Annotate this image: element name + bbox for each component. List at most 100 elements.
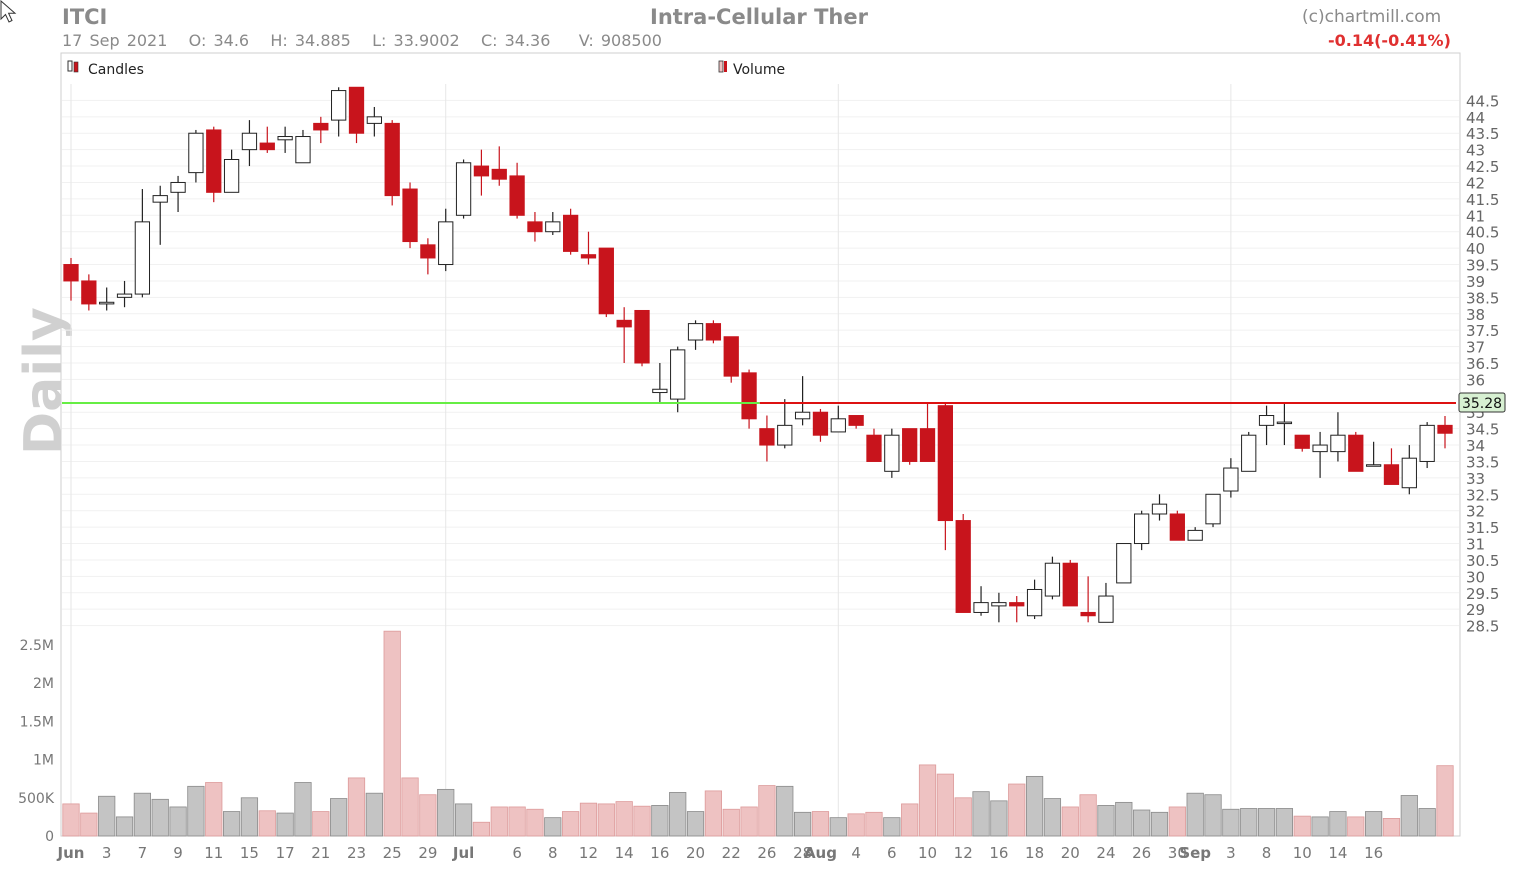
candle-body (1258, 415, 1275, 426)
candle (1276, 402, 1293, 446)
candle (1419, 422, 1435, 469)
volume-tick-label: 2M (33, 676, 54, 692)
candle-body (402, 188, 418, 243)
candle-body (919, 428, 936, 462)
candle-body (277, 136, 293, 141)
candle-body (777, 424, 793, 446)
volume-bar (526, 808, 544, 837)
volume-bar (562, 811, 580, 837)
price-tick-label: 37 (1466, 339, 1485, 357)
date-tick-label: 16 (989, 844, 1008, 862)
candle-body (670, 349, 686, 400)
candle-body (902, 428, 918, 462)
date-tick-label: Aug (804, 844, 837, 862)
candle-body (241, 132, 258, 151)
volume-bar (883, 817, 901, 837)
price-tick-label: 38.5 (1466, 289, 1499, 307)
date-tick-label: 10 (1293, 844, 1312, 862)
volume-tick-label: 0 (45, 829, 54, 845)
candle (1205, 493, 1221, 528)
volume-bar (1222, 808, 1240, 837)
candle-body (1098, 595, 1114, 623)
candle-body (1187, 529, 1203, 541)
candle-body (830, 418, 846, 433)
volume-bar (133, 792, 151, 837)
candle-body (438, 221, 454, 266)
volume-bar (615, 801, 633, 837)
candle-body (152, 195, 168, 203)
date-tick-label: 18 (1025, 844, 1044, 862)
price-tick-label: 28.5 (1466, 618, 1499, 636)
volume-bar (80, 812, 98, 837)
volume-bar (294, 782, 312, 837)
candle (63, 257, 79, 301)
date-tick-label: 15 (240, 844, 259, 862)
candle-body (116, 293, 133, 298)
candle (81, 274, 97, 311)
candle-body (63, 264, 79, 282)
candle-body (1223, 467, 1239, 492)
candle-body (634, 309, 650, 364)
candle-body (491, 168, 507, 180)
price-tick-label: 30 (1466, 568, 1485, 586)
candle (99, 287, 115, 311)
candle-body (545, 221, 561, 233)
candle-body (509, 175, 525, 216)
volume-bar (205, 782, 223, 837)
date-tick-label: 3 (102, 844, 112, 862)
date-tick-label: 8 (1262, 844, 1272, 862)
candle (134, 189, 151, 298)
candle-body (759, 428, 775, 446)
candle-body (884, 434, 900, 472)
date-tick-label: 16 (1364, 844, 1383, 862)
candle-body (794, 411, 811, 420)
candle (259, 126, 275, 153)
quote-volume: V: 908500 (578, 31, 662, 50)
grid-lines (62, 84, 1459, 836)
candle (1365, 441, 1382, 467)
date-tick-label: 28 (793, 844, 812, 862)
candle-body (1437, 424, 1453, 434)
volume-bar (1043, 798, 1062, 837)
candle (1134, 510, 1150, 551)
candle-body (705, 323, 722, 341)
volume-bar (62, 803, 80, 837)
date-tick-label: 30 (1168, 844, 1187, 862)
volume-bar (990, 800, 1008, 837)
candle-body (848, 415, 864, 426)
date-tick-label: 29 (418, 844, 437, 862)
price-tick-label: 43.5 (1466, 125, 1499, 143)
candle-body (259, 142, 275, 151)
date-axis: Jun 3 7 9 11 15 17 21 23 25 29 Jul 6 8 12 14 16 20 22 26 28A… (57, 844, 1384, 862)
candle (670, 346, 686, 413)
volume-bar (847, 813, 865, 837)
date-tick-label: 21 (311, 844, 330, 862)
candle-body (313, 122, 329, 131)
volume-tick-label: 500K (18, 791, 55, 807)
volume-bar (811, 811, 830, 837)
candle (420, 238, 436, 275)
candle-body (991, 602, 1007, 607)
candle (1348, 431, 1364, 472)
candle-body (1330, 434, 1346, 453)
volume-bar (1204, 794, 1222, 837)
price-tick-label: 44.5 (1466, 92, 1499, 110)
candle (1330, 412, 1346, 462)
candle-body (1062, 562, 1078, 607)
candle (1009, 596, 1025, 623)
candle-body (81, 280, 97, 305)
volume-bar (918, 764, 937, 837)
date-tick-label: 12 (579, 844, 598, 862)
date-tick-label: Jun (57, 844, 85, 862)
candle (1187, 527, 1203, 541)
volume-tick-label: 2.5M (20, 638, 54, 654)
volume-bar (330, 798, 348, 837)
volume-bar (115, 816, 134, 837)
volume-bar (383, 630, 401, 837)
candle (509, 162, 525, 219)
candle (1294, 434, 1310, 452)
quote-close: C: 34.36 (480, 31, 551, 50)
price-tick-label: 32 (1466, 503, 1485, 521)
volume-bar (419, 794, 437, 837)
candle (491, 146, 507, 186)
